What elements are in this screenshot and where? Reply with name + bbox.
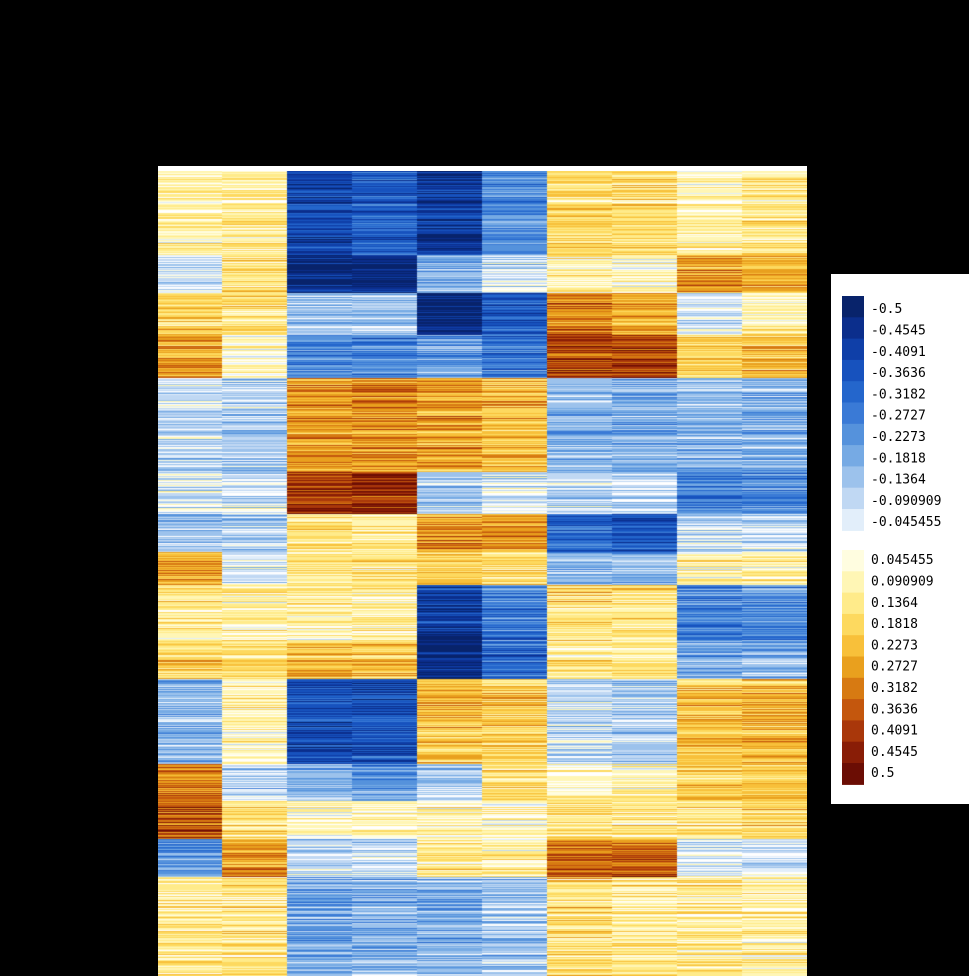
legend-tick-label: -0.4091 xyxy=(871,345,926,360)
legend-swatch-positive-10 xyxy=(842,763,864,785)
legend-tick-label: -0.3636 xyxy=(871,366,926,381)
legend-tick-label: -0.5 xyxy=(871,302,902,317)
legend-tick-label: 0.1818 xyxy=(871,617,918,632)
legend-tick-label: -0.2727 xyxy=(871,409,926,424)
legend-swatch-positive-5 xyxy=(842,656,864,679)
legend-swatch-positive-9 xyxy=(842,741,864,764)
legend-tick-label: 0.045455 xyxy=(871,553,934,568)
legend-tick-label: -0.4545 xyxy=(871,323,926,338)
legend-tick-label: -0.045455 xyxy=(871,515,941,530)
legend-swatch-positive-6 xyxy=(842,677,864,700)
legend-swatch-negative-8 xyxy=(842,466,864,489)
legend-swatch-negative-3 xyxy=(842,359,864,382)
legend-swatch-negative-6 xyxy=(842,423,864,446)
legend-swatch-negative-4 xyxy=(842,381,864,404)
legend-tick-label: 0.5 xyxy=(871,766,894,781)
legend-swatch-positive-0 xyxy=(842,550,864,572)
legend-swatch-negative-10 xyxy=(842,509,864,531)
legend-swatch-positive-7 xyxy=(842,699,864,721)
heatmap-canvas xyxy=(158,171,807,976)
legend-swatch-negative-2 xyxy=(842,338,864,361)
legend-swatch-positive-2 xyxy=(842,592,864,615)
legend-swatch-positive-3 xyxy=(842,613,864,636)
legend-svg: -0.5 -0.4545 -0.4091 -0.3636 -0.3182 -0.2727 -… xyxy=(842,296,941,785)
legend-tick-label: 0.2727 xyxy=(871,660,918,675)
legend-tick-label: 0.090909 xyxy=(871,574,934,589)
legend-swatch-positive-1 xyxy=(842,571,864,594)
legend-tick-label: -0.3182 xyxy=(871,387,926,402)
legend-tick-label: 0.1364 xyxy=(871,596,918,611)
legend-tick-label: -0.1818 xyxy=(871,451,926,466)
legend-tick-label: 0.4091 xyxy=(871,724,918,739)
legend-tick-label: -0.2273 xyxy=(871,430,926,445)
legend-tick-label: 0.3182 xyxy=(871,681,918,696)
legend-swatch-negative-7 xyxy=(842,445,864,467)
color-legend: -0.5 -0.4545 -0.4091 -0.3636 -0.3182 -0.2727 -… xyxy=(831,274,969,804)
legend-swatch-negative-5 xyxy=(842,402,864,425)
legend-tick-label: 0.4545 xyxy=(871,745,918,760)
legend-tick-label: -0.090909 xyxy=(871,494,941,509)
legend-swatch-negative-0 xyxy=(842,296,864,318)
heatmap-panel xyxy=(158,166,807,976)
legend-swatch-positive-8 xyxy=(842,720,864,743)
legend-tick-label: -0.1364 xyxy=(871,473,926,488)
legend-swatch-negative-1 xyxy=(842,317,864,340)
legend-swatch-positive-4 xyxy=(842,635,864,658)
legend-swatch-negative-9 xyxy=(842,487,864,510)
legend-tick-label: 0.3636 xyxy=(871,702,918,717)
legend-tick-label: 0.2273 xyxy=(871,638,918,653)
